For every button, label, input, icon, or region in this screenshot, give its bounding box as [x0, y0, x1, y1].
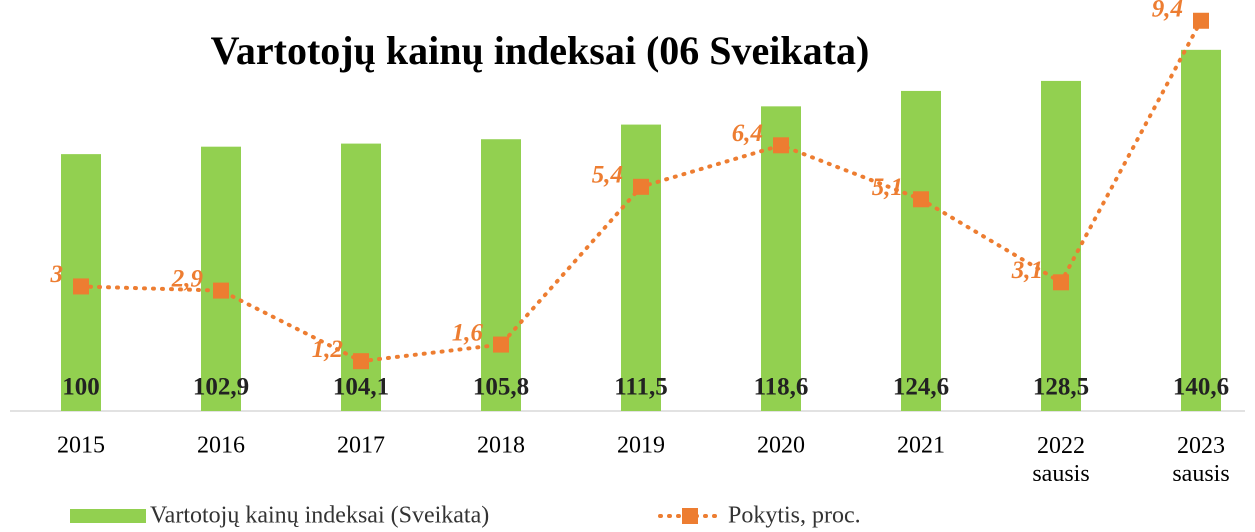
line-marker	[913, 191, 929, 208]
bar-value-label: 124,6	[893, 374, 949, 401]
x-tick-label: 2023 sausis	[1172, 433, 1229, 487]
line-marker	[73, 278, 89, 295]
bar-value-label: 100	[62, 374, 100, 401]
legend-label: Pokytis, proc.	[728, 503, 861, 529]
legend-swatch	[70, 509, 146, 523]
line-marker	[213, 282, 229, 299]
line-marker	[1193, 12, 1209, 29]
line-value-label: 3	[50, 261, 64, 288]
bar	[621, 124, 661, 411]
bar-value-label: 128,5	[1033, 374, 1089, 401]
line-value-label: 5,4	[592, 162, 623, 189]
bar-value-label: 104,1	[333, 374, 389, 401]
bar-value-label: 102,9	[193, 374, 249, 401]
line-marker	[1053, 274, 1069, 291]
bar	[341, 143, 381, 411]
line-value-label: 9,4	[1152, 0, 1183, 22]
bar	[901, 90, 941, 411]
bar	[481, 139, 521, 411]
line-marker	[633, 178, 649, 195]
x-tick-label: 2020	[757, 433, 805, 459]
bar	[1041, 80, 1081, 412]
bar-value-label: 118,6	[754, 374, 809, 401]
line-marker	[773, 137, 789, 154]
bar	[1181, 49, 1221, 412]
legend-label: Vartotojų kainų indeksai (Sveikata)	[150, 503, 489, 529]
bar	[761, 106, 801, 411]
bar-value-label: 140,6	[1173, 374, 1229, 401]
line-value-label: 2,9	[171, 265, 204, 292]
x-tick-label: 2021	[897, 433, 945, 459]
x-tick-label: 2015	[57, 433, 105, 459]
line-marker	[493, 336, 509, 353]
line-value-label: 1,6	[452, 319, 484, 346]
x-tick-label: 2016	[197, 433, 245, 459]
line-value-label: 1,2	[312, 336, 343, 363]
bar	[201, 146, 241, 411]
x-tick-label: 2022 sausis	[1032, 433, 1089, 487]
x-tick-label: 2017	[337, 433, 385, 459]
x-tick-label: 2019	[617, 433, 665, 459]
chart-title: Vartotojų kainų indeksai (06 Sveikata)	[211, 28, 870, 73]
line-value-label: 6,4	[732, 120, 763, 147]
bar-value-label: 105,8	[473, 374, 529, 401]
line-value-label: 5,1	[872, 174, 903, 201]
line-marker	[353, 353, 369, 370]
x-tick-label: 2018	[477, 433, 525, 459]
line-value-label: 3,1	[1011, 257, 1043, 284]
legend-marker	[682, 508, 698, 524]
bar-value-label: 111,5	[614, 374, 668, 401]
